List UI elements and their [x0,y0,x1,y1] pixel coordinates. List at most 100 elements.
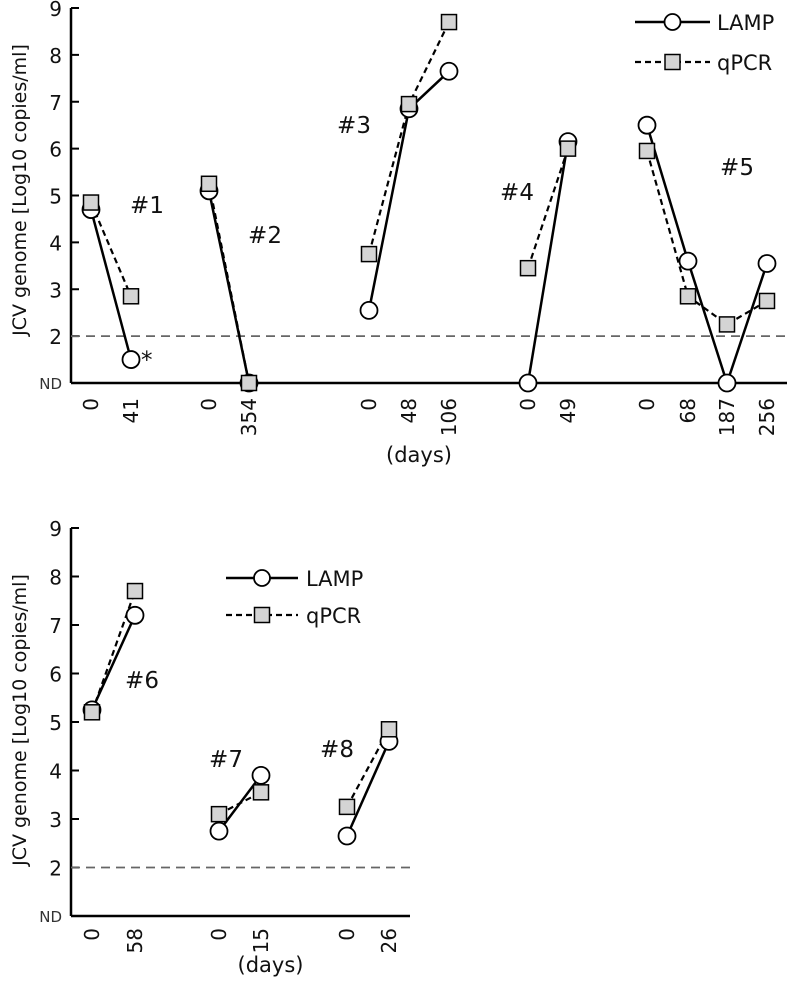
y-tick-label: 6 [49,663,62,687]
legend-qpcr-marker [253,606,271,624]
x-tick-label: 0 [197,398,221,411]
lamp-point [209,821,229,841]
qpcr-line [645,150,768,326]
x-tick-label: 354 [237,398,261,436]
qpcr-line [367,21,450,255]
qpcr-point [559,140,577,157]
legend-lamp-label: LAMP [306,567,363,591]
qpcr-point [718,316,736,333]
x-axis-label: (days) [386,443,452,467]
y-tick-label: 3 [49,278,62,302]
lamp-point [121,350,141,369]
qpcr-point [338,798,356,816]
patient-label: #3 [337,113,371,139]
legend-lamp-marker [663,13,682,31]
x-axis-label: (days) [238,953,304,977]
lamp-line [90,614,137,711]
qpcr-point [240,374,258,392]
patient-label: #1 [130,193,164,219]
qpcr-point [360,245,378,263]
y-axis-label: JCV genome [Log10 copies/ml] [9,574,31,867]
qpcr-point [380,721,398,738]
y-tick-label: ND [39,908,62,926]
patient-label: #2 [248,223,282,249]
lamp-point [439,61,459,81]
lamp-line [345,740,391,837]
patient-label: #8 [320,737,354,763]
x-tick-label: 187 [715,398,739,436]
legend-lamp-label: LAMP [717,11,774,35]
qpcr-point [440,13,458,31]
lamp-point [125,605,145,625]
x-tick-label: 26 [377,928,401,953]
x-tick-label: 58 [123,928,147,953]
qpcr-point [400,95,418,113]
qpcr-point [200,175,218,193]
qpcr-point [679,288,697,305]
x-tick-label: 0 [635,398,659,411]
legend-qpcr-label: qPCR [717,51,772,75]
lamp-point [251,765,271,785]
qpcr-point [126,582,144,600]
point-annotation: * [141,348,153,374]
qpcr-point [83,704,101,721]
y-tick-label: 2 [49,325,62,349]
y-axis-label: JCV genome [Log10 copies/ml] [9,44,31,337]
x-tick-label: 48 [397,398,421,423]
qpcr-point [82,194,100,211]
qpcr-point [638,142,656,160]
y-tick-label: 5 [49,711,62,735]
y-tick-label: 6 [49,138,62,162]
lamp-point [359,300,379,320]
y-tick-label: 7 [49,91,62,115]
y-tick-label: 7 [49,614,62,638]
x-tick-label: 0 [357,398,381,411]
y-tick-label: 3 [49,808,62,832]
patient-label: #6 [125,668,159,694]
lamp-line [218,774,262,832]
patient-label: #5 [720,155,754,181]
lamp-point [717,373,737,393]
y-tick-label: 9 [49,0,62,21]
x-tick-label: 68 [676,398,700,423]
lamp-line [526,141,570,384]
y-tick-label: 4 [49,231,62,255]
x-tick-label: 0 [516,398,540,411]
x-tick-label: 49 [556,398,580,423]
lamp-point [637,115,657,135]
y-tick-label: 4 [49,760,62,784]
x-tick-label: 0 [80,928,104,941]
lamp-point [757,254,777,273]
x-tick-label: 256 [755,398,779,436]
lamp-line [645,124,769,388]
qpcr-point [210,805,228,823]
lamp-point [518,373,538,393]
y-tick-label: 8 [49,44,62,68]
qpcr-point [122,288,140,305]
legend-lamp-marker [253,569,271,587]
lamp-point [678,251,698,271]
x-tick-label: 106 [437,398,461,436]
y-tick-label: 8 [49,566,62,590]
x-tick-label: 15 [249,928,273,953]
qpcr-point [758,292,776,310]
qpcr-line [526,148,570,269]
lamp-point [337,826,357,846]
lamp-line [89,209,133,360]
qpcr-point [519,259,537,277]
x-tick-label: 0 [79,398,103,411]
y-tick-label: 2 [49,857,62,881]
patient-label: #4 [500,180,534,206]
legend-qpcr-marker [664,53,681,71]
x-tick-label: 0 [207,928,231,941]
y-tick-label: 5 [49,185,62,209]
legend-qpcr-label: qPCR [306,604,361,628]
x-tick-label: 0 [335,928,359,941]
qpcr-point [252,784,270,801]
y-tick-label: ND [39,375,62,393]
y-tick-label: 9 [49,517,62,541]
lamp-line [207,190,251,384]
qpcr-line [89,202,133,297]
patient-label: #7 [209,747,243,773]
